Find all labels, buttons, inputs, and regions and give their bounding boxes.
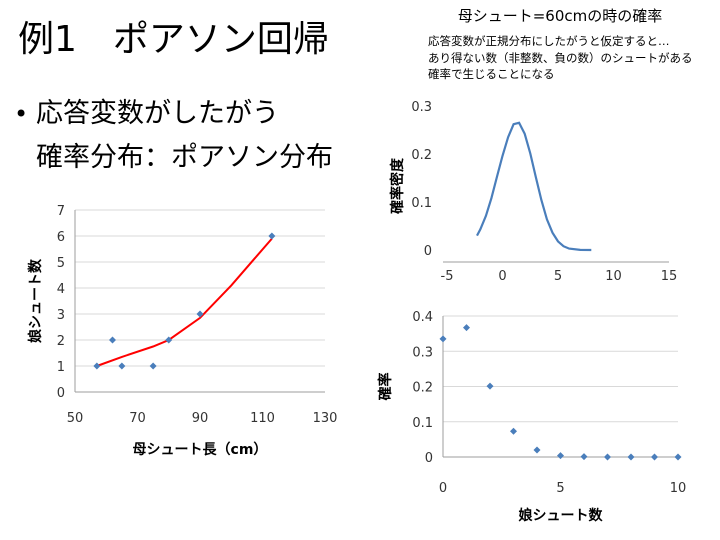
note-line: 確率で生じることになる	[428, 67, 555, 81]
x-tick-label: 10	[605, 269, 622, 284]
y-axis-title: 確率密度	[389, 157, 406, 214]
data-point	[463, 324, 470, 332]
y-tick-label: 7	[57, 204, 65, 219]
bullet-text-line2: 確率分布：ポアソン分布	[36, 142, 333, 173]
bullet-text-line1: 応答変数がしたがう	[36, 98, 279, 129]
y-tick-label: 0.2	[412, 381, 433, 396]
note-text: 応答変数が正規分布にしたがうと仮定すると… あり得ない数（非整数、負の数）のシュ…	[428, 33, 693, 83]
y-tick-label: 1	[57, 360, 65, 375]
normal-density-chart: 0 0.1 0.2 0.3 -5 0 5 10 15 確率密度	[389, 100, 677, 284]
data-point	[674, 453, 682, 461]
note-line: あり得ない数（非整数、負の数）のシュートがある	[428, 50, 693, 65]
y-tick-label: 0.1	[412, 416, 433, 431]
y-tick-label: 0.2	[411, 148, 432, 163]
y-tick-label: 3	[57, 308, 65, 323]
data-point	[149, 362, 157, 370]
y-tick-label: 0.3	[412, 345, 433, 360]
x-tick-label: 110	[250, 411, 275, 426]
data-point	[604, 453, 611, 461]
x-tick-label: 15	[661, 269, 678, 284]
x-tick-label: 0	[439, 481, 447, 496]
data-point	[93, 362, 101, 370]
poisson-probability-chart: 0 0.1 0.2 0.3 0.4 0 5 10 娘シュート数 確率	[377, 310, 686, 524]
y-axis-title: 娘シュート数	[27, 258, 44, 343]
data-point	[627, 453, 635, 461]
fitted-line	[96, 237, 273, 367]
slide-title: 例1 ポアソン回帰	[18, 19, 329, 60]
y-axis-title: 確率	[377, 373, 394, 401]
data-point	[533, 446, 541, 454]
y-tick-label: 0	[57, 386, 65, 401]
note-line: 応答変数が正規分布にしたがうと仮定すると…	[428, 34, 670, 48]
y-tick-label: 6	[57, 230, 65, 245]
y-tick-label: 2	[57, 334, 65, 349]
y-tick-label: 0.1	[411, 196, 432, 211]
scatter-chart-shoot-count: 0 1 2 3 4 5 6 7 50 70 90 110 130 母シュート長（cm） 娘シュート数	[27, 204, 337, 458]
data-point	[486, 382, 494, 390]
data-point	[109, 336, 116, 344]
data-point	[165, 336, 173, 344]
x-tick-label: 90	[192, 411, 209, 426]
x-tick-label: 0	[498, 269, 506, 284]
x-tick-label: 5	[556, 481, 564, 496]
x-tick-label: 5	[554, 269, 562, 284]
x-tick-label: -5	[441, 269, 454, 284]
data-point	[651, 453, 658, 461]
x-axis-title: 母シュート長（cm）	[133, 442, 268, 458]
data-point	[510, 427, 517, 435]
y-tick-label: 4	[57, 282, 65, 297]
data-point	[268, 232, 276, 240]
right-panel-title: 母シュート=60cmの時の確率	[457, 7, 663, 25]
y-tick-label: 0	[425, 451, 433, 466]
y-tick-label: 0.3	[411, 100, 432, 115]
density-curve	[476, 121, 592, 252]
x-axis-title: 娘シュート数	[519, 507, 604, 524]
x-tick-label: 10	[670, 481, 687, 496]
y-tick-label: 0	[424, 244, 432, 259]
x-tick-label: 50	[67, 411, 84, 426]
bullet-marker: •	[14, 100, 29, 128]
x-tick-label: 70	[129, 411, 146, 426]
y-tick-label: 0.4	[412, 310, 433, 325]
x-tick-label: 130	[313, 411, 338, 426]
data-point	[196, 310, 204, 318]
y-tick-label: 5	[57, 256, 65, 271]
data-point	[118, 362, 126, 370]
data-point	[439, 335, 447, 343]
data-point	[580, 453, 588, 461]
data-point	[557, 452, 564, 460]
